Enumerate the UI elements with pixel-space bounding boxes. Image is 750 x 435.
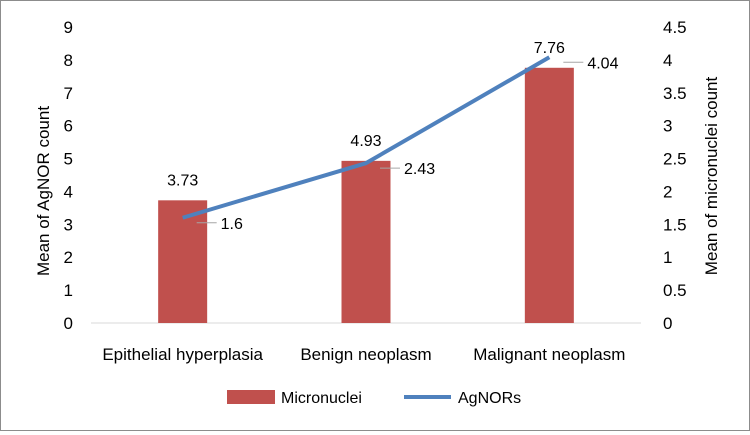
y-left-tick-label: 5	[64, 150, 73, 169]
bar-micronuclei	[158, 200, 208, 323]
y-right-tick-label: 0	[663, 314, 672, 333]
y-left-tick-label: 6	[64, 117, 73, 136]
y-right-tick-label: 2	[663, 182, 672, 201]
y-left-tick-label: 3	[64, 215, 73, 234]
legend: Micronuclei AgNORs	[227, 390, 521, 407]
y-right-tick-label: 2.5	[663, 150, 687, 169]
y-left-tick-label: 1	[64, 281, 73, 300]
line-series-agnors	[182, 55, 551, 220]
y-right-tick-label: 3.5	[663, 84, 687, 103]
bar-data-labels: 3.73 4.93 7.76	[167, 40, 565, 190]
y-left-tick-label: 9	[64, 18, 73, 37]
bar-micronuclei	[341, 160, 391, 323]
y-left-tick-label: 2	[64, 248, 73, 267]
category-labels: Epithelial hyperplasia Benign neoplasm Mal…	[102, 345, 625, 364]
legend-swatch-micronuclei	[227, 390, 275, 404]
y-left-tick-label: 8	[64, 51, 73, 70]
y-right-tick-label: 4	[663, 51, 672, 70]
y-axis-right-title: Mean of micronuclei count	[702, 77, 721, 276]
y-right-tick-label: 1.5	[663, 215, 687, 234]
legend-label-agnors: AgNORs	[458, 390, 521, 407]
line-data-labels: 1.6 2.43 4.04	[196, 55, 619, 233]
y-axis-left-title: Mean of AgNOR count	[34, 106, 53, 276]
x-category-label: Epithelial hyperplasia	[102, 345, 263, 364]
bar-data-label: 4.93	[350, 133, 381, 150]
left-axis-ticks: 0 1 2 3 4 5 6 7 8 9	[64, 18, 73, 333]
x-category-label: Malignant neoplasm	[473, 345, 625, 364]
bar-data-label: 3.73	[167, 172, 198, 189]
legend-label-micronuclei: Micronuclei	[281, 390, 362, 407]
y-right-tick-label: 0.5	[663, 281, 687, 300]
line-data-label: 4.04	[587, 55, 618, 72]
y-left-tick-label: 7	[64, 84, 73, 103]
bar-series-micronuclei	[158, 67, 574, 323]
y-right-tick-label: 4.5	[663, 18, 687, 37]
y-right-tick-label: 1	[663, 248, 672, 267]
y-right-tick-label: 3	[663, 117, 672, 136]
right-axis-ticks: 0 0.5 1 1.5 2 2.5 3 3.5 4 4.5	[663, 18, 687, 333]
y-left-tick-label: 4	[64, 182, 73, 201]
line-data-label: 2.43	[404, 161, 435, 178]
x-category-label: Benign neoplasm	[300, 345, 431, 364]
bar-micronuclei	[524, 67, 574, 323]
y-left-tick-label: 0	[64, 314, 73, 333]
line-data-label: 1.6	[221, 216, 243, 233]
bar-data-label: 7.76	[534, 40, 565, 57]
